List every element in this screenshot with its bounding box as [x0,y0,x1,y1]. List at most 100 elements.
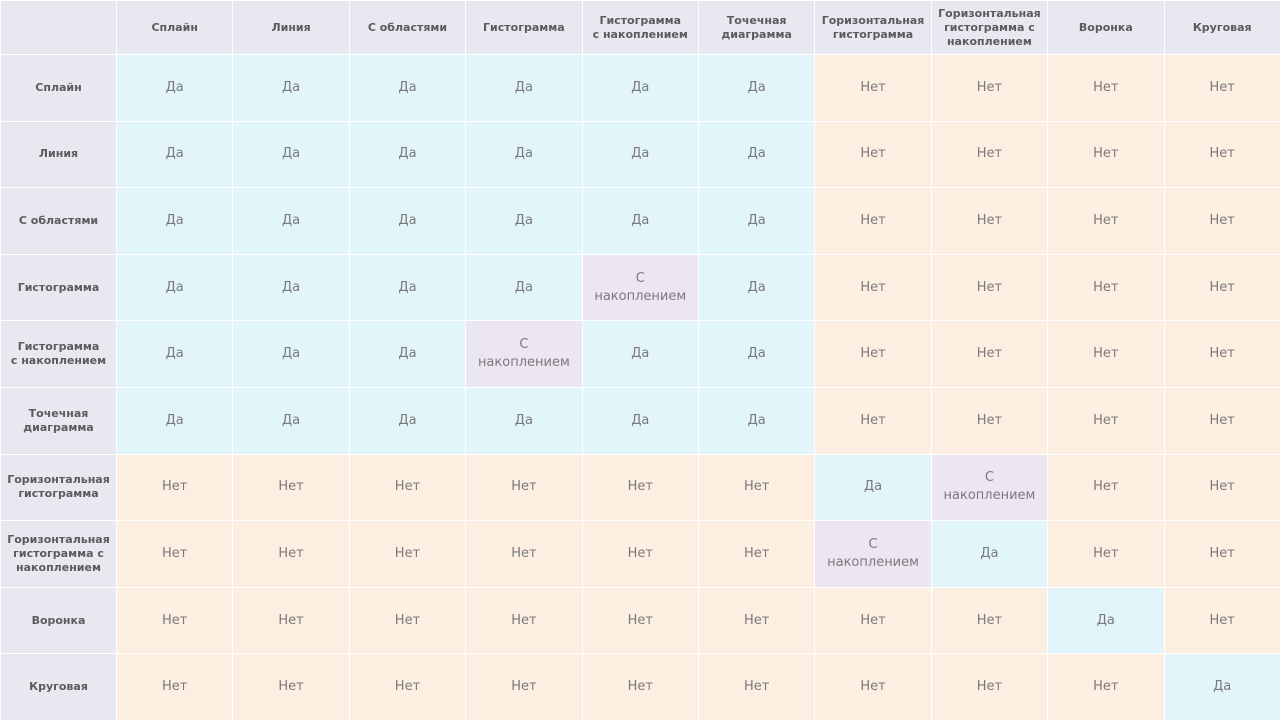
column-header: Гистограмма [465,0,583,55]
matrix-cell: Нет [1163,320,1280,388]
column-header: Круговая [1163,0,1280,55]
column-header: Воронка [1047,0,1165,55]
matrix-row: Точечная диаграмма Да Да Да Да Да Да Нет Нет Нет Н… [0,386,1280,455]
matrix-body: Сплайн Да Да Да Да Да Да Нет Нет Нет Нет Линия Да Да Д… [0,54,1280,720]
matrix-cell: Нет [930,253,1049,322]
matrix-cell: Да [115,320,234,388]
matrix-cell: Нет [814,187,932,255]
matrix-cell: Нет [930,54,1049,122]
row-header: Воронка [0,586,117,655]
matrix-cell: Да [697,386,816,455]
column-header: Линия [232,0,350,55]
matrix-cell: Нет [348,453,467,522]
matrix-cell: Нет [697,453,816,522]
matrix-cell: Нет [465,453,583,522]
matrix-cell: Нет [1163,520,1280,588]
matrix-cell: Да [115,120,234,189]
matrix-cell: Нет [930,586,1049,655]
row-header: Горизонтальная гистограмма [0,453,117,522]
matrix-cell: Да [581,120,699,189]
matrix-cell: Да [465,253,583,322]
matrix-row: Воронка Нет Нет Нет Нет Нет Нет Нет Нет Да Нет [0,586,1280,655]
matrix-cell: Нет [348,520,467,588]
matrix-cell: Нет [1047,54,1165,122]
matrix-cell: Нет [1163,253,1280,322]
corner-cell [0,0,117,55]
matrix-cell: Нет [930,386,1049,455]
row-header: Круговая [0,653,117,720]
matrix-cell: Да [232,187,350,255]
matrix-cell: Да [232,386,350,455]
matrix-cell: Нет [115,653,234,720]
matrix-row: Гистограмма Да Да Да Да С накоплением Да Нет Нет… [0,253,1280,322]
matrix-cell: Да [115,253,234,322]
matrix-cell: Нет [232,520,350,588]
matrix-cell: Да [348,253,467,322]
row-header: Сплайн [0,54,117,122]
matrix-cell: Нет [581,586,699,655]
matrix-cell: Нет [465,520,583,588]
matrix-cell: Да [697,120,816,189]
row-header: Точечная диаграмма [0,386,117,455]
matrix-cell: Да [581,320,699,388]
matrix-cell: Да [697,320,816,388]
matrix-cell: Нет [115,586,234,655]
matrix-cell: Да [465,54,583,122]
matrix-row: Сплайн Да Да Да Да Да Да Нет Нет Нет Нет [0,54,1280,122]
matrix-cell: Нет [1047,520,1165,588]
matrix-cell: Да [115,187,234,255]
matrix-cell: С накоплением [930,453,1049,522]
matrix-cell: Да [232,120,350,189]
matrix-cell: Нет [1163,586,1280,655]
matrix-cell: Да [115,54,234,122]
matrix-cell: Да [232,320,350,388]
matrix-cell: Нет [930,653,1049,720]
row-header: Гистограмма [0,253,117,322]
matrix-cell: Да [697,54,816,122]
matrix-cell: Нет [1163,54,1280,122]
matrix-cell: Нет [1047,120,1165,189]
matrix-cell: Да [465,386,583,455]
matrix-cell: Нет [697,653,816,720]
matrix-cell: Нет [465,653,583,720]
matrix-cell: Нет [348,653,467,720]
matrix-cell: Да [348,187,467,255]
row-header: Горизонтальная гистограмма с накоплением [0,520,117,588]
matrix-cell: Да [465,187,583,255]
matrix-cell: Нет [581,520,699,588]
matrix-cell: Да [115,386,234,455]
matrix-cell: Нет [1047,453,1165,522]
column-header: Горизонтальная гистограмма [814,0,932,55]
matrix-cell: Нет [930,320,1049,388]
matrix-row: Горизонтальная гистограмма Нет Нет Нет Нет Не… [0,453,1280,522]
column-header: С областями [348,0,467,55]
row-header: Линия [0,120,117,189]
matrix-cell: Да [930,520,1049,588]
matrix-cell: Да [232,253,350,322]
matrix-row: Линия Да Да Да Да Да Да Нет Нет Нет Нет [0,120,1280,189]
matrix-cell: Нет [814,586,932,655]
matrix-cell: Нет [814,320,932,388]
matrix-cell: Нет [814,653,932,720]
matrix-cell: Нет [1047,253,1165,322]
matrix-cell: Нет [348,586,467,655]
matrix-cell: С накоплением [465,320,583,388]
matrix-cell: Да [697,253,816,322]
matrix-cell: Нет [1047,653,1165,720]
matrix-cell: Нет [1163,453,1280,522]
row-header: С областями [0,187,117,255]
column-header: Сплайн [115,0,234,55]
matrix-row: Горизонтальная гистограмма с накоплением… [0,520,1280,588]
matrix-cell: Нет [1047,386,1165,455]
matrix-cell: Нет [115,453,234,522]
matrix-row: Круговая Нет Нет Нет Нет Нет Нет Нет Нет Нет Да [0,653,1280,720]
matrix-cell: Нет [697,586,816,655]
matrix-cell: Да [348,54,467,122]
matrix-cell: Нет [1163,187,1280,255]
matrix-cell: Нет [814,54,932,122]
matrix-cell: Нет [1163,120,1280,189]
matrix-cell: Да [232,54,350,122]
matrix-cell: С накоплением [581,253,699,322]
matrix-cell: Нет [232,653,350,720]
